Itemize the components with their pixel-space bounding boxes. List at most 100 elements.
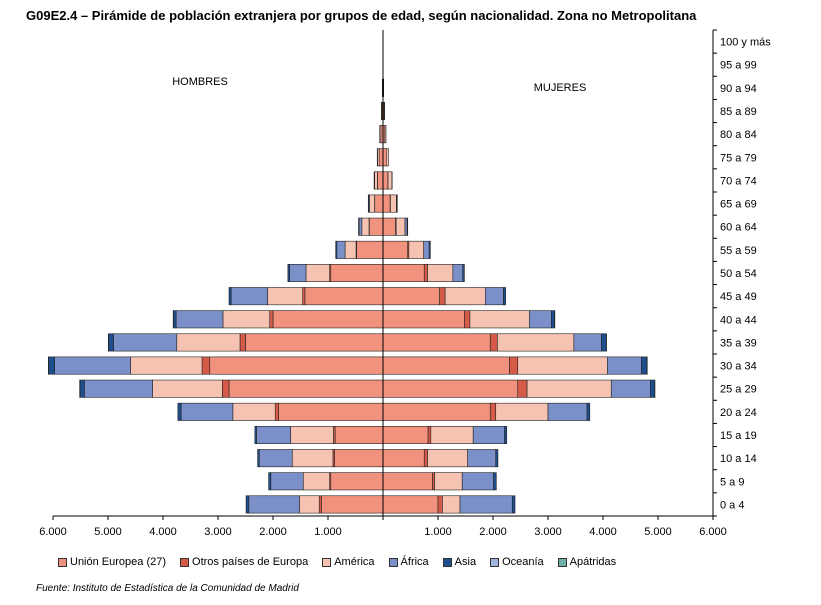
bar-hombres-6-3 bbox=[54, 356, 131, 375]
bar-hombres-8-4 bbox=[173, 310, 177, 329]
bar-mujeres-0-1 bbox=[437, 495, 443, 514]
bar-mujeres-10-2 bbox=[427, 264, 454, 282]
bar-hombres-16-2 bbox=[379, 125, 382, 144]
bar-mujeres-7-1 bbox=[489, 333, 498, 352]
category-label: 15 a 19 bbox=[720, 430, 757, 442]
bar-mujeres-9-1 bbox=[439, 287, 446, 306]
category-label: 75 a 79 bbox=[720, 152, 757, 164]
category-label: 40 a 44 bbox=[720, 314, 757, 326]
bar-hombres-5-0 bbox=[228, 379, 384, 398]
legend-label: Oceanía bbox=[502, 556, 544, 568]
bar-hombres-7-0 bbox=[245, 333, 384, 352]
bar-mujeres-12-2 bbox=[395, 217, 406, 236]
bar-mujeres-12-0 bbox=[382, 217, 396, 236]
bar-mujeres-5-4 bbox=[649, 379, 655, 398]
bar-hombres-4-1 bbox=[274, 402, 279, 421]
bar-mujeres-10-3 bbox=[452, 264, 464, 282]
bar-hombres-2-0 bbox=[334, 449, 384, 468]
x-tick-label: 4.000 bbox=[149, 526, 177, 538]
legend-swatch bbox=[557, 557, 567, 567]
legend-item: Unión Europea (27) bbox=[58, 556, 166, 568]
bar-mujeres-6-4 bbox=[641, 356, 648, 375]
bar-mujeres-5-1 bbox=[517, 379, 528, 398]
legend-item: América bbox=[322, 556, 375, 568]
bar-hombres-6-1 bbox=[201, 356, 211, 375]
category-label: 85 a 89 bbox=[720, 106, 757, 118]
bar-mujeres-9-4 bbox=[503, 287, 506, 306]
category-label: 50 a 54 bbox=[720, 268, 757, 280]
category-label: 0 a 4 bbox=[720, 499, 744, 511]
x-tick-label: 1.000 bbox=[424, 526, 452, 538]
bar-hombres-15-0 bbox=[378, 148, 384, 167]
bar-mujeres-13-2 bbox=[390, 194, 397, 213]
bar-hombres-12-4 bbox=[358, 217, 360, 236]
bar-hombres-4-2 bbox=[232, 402, 276, 421]
x-tick-label: 3.000 bbox=[204, 526, 232, 538]
bar-hombres-12-2 bbox=[361, 217, 370, 236]
x-tick-label: 1.000 bbox=[314, 526, 342, 538]
bar-hombres-9-3 bbox=[230, 287, 268, 306]
bar-mujeres-7-2 bbox=[497, 333, 575, 352]
legend-swatch bbox=[58, 557, 67, 567]
legend-label: Otros países de Europa bbox=[192, 556, 309, 568]
chart-title: G09E2.4 – Pirámide de población extranje… bbox=[26, 8, 697, 23]
bar-mujeres-2-4 bbox=[495, 449, 499, 468]
legend-swatch bbox=[180, 557, 190, 567]
bar-mujeres-10-1 bbox=[423, 264, 428, 282]
category-label: 25 a 29 bbox=[720, 384, 757, 396]
bar-hombres-11-4 bbox=[335, 240, 338, 259]
bar-hombres-7-4 bbox=[108, 333, 114, 352]
category-label: 95 a 99 bbox=[720, 60, 757, 72]
bar-mujeres-12-4 bbox=[406, 217, 409, 236]
bar-hombres-2-4 bbox=[257, 449, 260, 468]
category-label: 65 a 69 bbox=[720, 199, 757, 211]
bar-mujeres-11-3 bbox=[423, 240, 430, 259]
bar-mujeres-8-2 bbox=[469, 310, 530, 329]
bar-mujeres-3-0 bbox=[382, 426, 429, 444]
bar-mujeres-3-1 bbox=[427, 426, 432, 444]
bar-hombres-10-0 bbox=[330, 264, 384, 282]
bar-mujeres-4-3 bbox=[547, 402, 588, 421]
bar-hombres-2-2 bbox=[291, 449, 334, 468]
bar-mujeres-8-4 bbox=[550, 310, 555, 329]
bar-mujeres-9-2 bbox=[444, 287, 486, 306]
bar-mujeres-14-0 bbox=[382, 171, 389, 190]
bar-mujeres-3-2 bbox=[430, 426, 474, 444]
bar-hombres-8-2 bbox=[222, 310, 270, 329]
legend-swatch bbox=[490, 557, 500, 567]
bar-mujeres-7-4 bbox=[601, 333, 607, 352]
bar-hombres-14-3 bbox=[373, 171, 375, 190]
bar-hombres-9-1 bbox=[302, 287, 306, 306]
bar-mujeres-6-0 bbox=[382, 356, 510, 375]
legend-label: África bbox=[400, 556, 429, 568]
category-label: 30 a 34 bbox=[720, 361, 757, 373]
bar-mujeres-6-2 bbox=[517, 356, 608, 375]
bar-mujeres-16-2 bbox=[384, 125, 387, 144]
bar-hombres-5-2 bbox=[152, 379, 223, 398]
bar-hombres-0-3 bbox=[248, 495, 300, 514]
bar-mujeres-12-3 bbox=[404, 217, 408, 236]
bar-mujeres-9-3 bbox=[484, 287, 504, 306]
bar-hombres-9-4 bbox=[228, 287, 232, 306]
bar-hombres-5-3 bbox=[84, 379, 153, 398]
category-label: 90 a 94 bbox=[720, 83, 757, 95]
bar-mujeres-4-2 bbox=[495, 402, 549, 421]
bar-mujeres-5-0 bbox=[382, 379, 519, 398]
bar-mujeres-5-3 bbox=[610, 379, 651, 398]
bar-mujeres-10-4 bbox=[462, 264, 465, 282]
bar-hombres-6-0 bbox=[209, 356, 384, 375]
bar-hombres-11-3 bbox=[336, 240, 346, 259]
bar-hombres-4-0 bbox=[278, 402, 384, 421]
bar-mujeres-11-0 bbox=[382, 240, 409, 259]
category-label: 55 a 59 bbox=[720, 245, 757, 257]
x-tick-label: 4.000 bbox=[589, 526, 617, 538]
bar-mujeres-2-2 bbox=[427, 449, 468, 468]
legend-swatch bbox=[388, 557, 398, 567]
bar-hombres-7-1 bbox=[239, 333, 246, 352]
x-tick-label: 3.000 bbox=[534, 526, 562, 538]
bar-hombres-13-2 bbox=[369, 194, 375, 213]
legend-swatch bbox=[442, 557, 452, 567]
mujeres-label: MUJERES bbox=[534, 82, 587, 94]
legend-item: Asia bbox=[442, 556, 476, 568]
bar-mujeres-1-4 bbox=[493, 472, 497, 491]
